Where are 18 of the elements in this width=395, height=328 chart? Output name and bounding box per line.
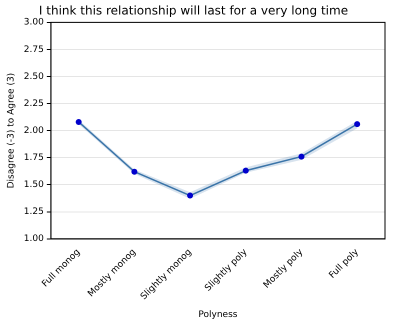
y-tick-label: 2.25 <box>24 98 44 109</box>
y-tick-label: 1.50 <box>24 180 44 190</box>
x-axis-title: Polyness <box>198 310 238 320</box>
point <box>242 168 249 174</box>
y-tick-label: 1.00 <box>24 234 44 244</box>
y-tick-label: 2.50 <box>24 72 44 82</box>
y-tick-label: 1.75 <box>24 152 44 163</box>
y-tick-label: 1.25 <box>24 207 44 218</box>
y-tick-label: 2.75 <box>24 44 44 55</box>
point <box>298 154 304 160</box>
point <box>131 168 138 175</box>
point <box>187 192 194 199</box>
y-axis-title: Disagree (-3) to Agree (3) <box>6 72 17 188</box>
y-tick-label: 2.00 <box>24 126 44 136</box>
y-tick-label: 3.00 <box>24 18 44 28</box>
chart-title: I think this relationship will last for a very long time <box>38 3 348 18</box>
point <box>354 121 360 128</box>
point <box>76 118 82 125</box>
